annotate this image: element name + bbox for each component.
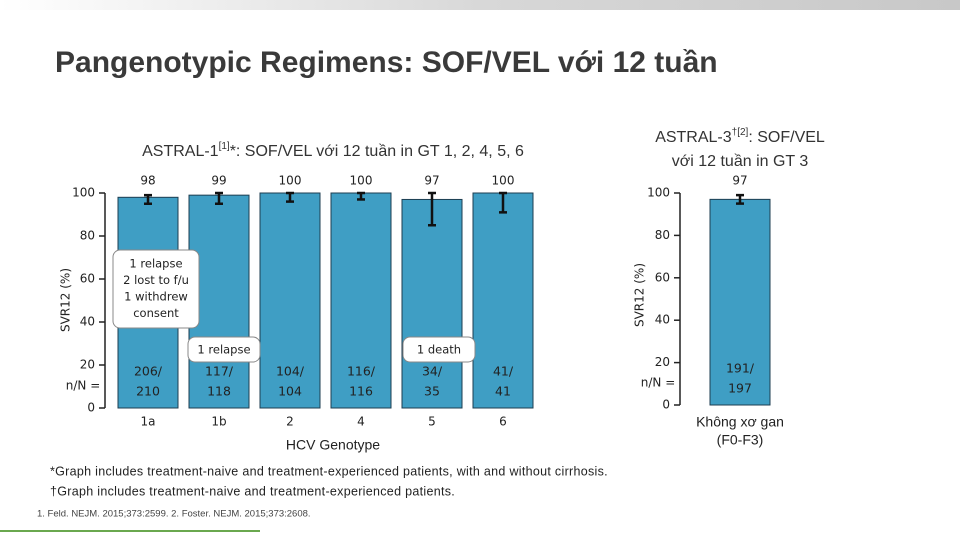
accent-line [0,530,260,532]
chart-title: ASTRAL-1[1]*: SOF/VEL với 12 tuần in GT … [142,141,524,160]
x-tick-label: 6 [499,415,507,429]
n-value: 210 [136,384,160,399]
bar [330,192,392,409]
x-axis-label: HCV Genotype [286,437,380,453]
reference: 1. Feld. NEJM. 2015;373:2599. 2. Foster.… [37,509,311,520]
annotation: 1 relapse [197,343,250,357]
y-tick-label: 40 [80,315,95,329]
y-tick-label: 80 [80,229,95,243]
value-label: 100 [492,174,515,188]
chart-title: với 12 tuần in GT 3 [672,153,809,170]
y-tick-label: 80 [655,228,670,242]
annotation-box [187,336,261,363]
title-part: ASTRAL-3 [655,129,732,146]
n-value: 118 [207,384,231,399]
n-value: 191/ [726,361,755,376]
value-label: 100 [279,174,302,188]
n-label: n/N = [641,376,676,390]
y-tick-label: 0 [662,398,670,412]
slide-title: Pangenotypic Regimens: SOF/VEL với 12 tu… [55,46,718,79]
bar [259,192,321,409]
y-tick-label: 100 [72,186,95,200]
y-tick-label: 100 [647,186,670,200]
footnote: *Graph includes treatment-naive and trea… [50,464,608,478]
annotation: 1 relapse [129,257,182,271]
annotation: 1 death [417,343,461,357]
bar [709,198,771,406]
n-value: 197 [728,381,752,396]
x-tick-label: 2 [286,415,294,429]
x-tick-label: Không xơ gan [696,414,784,430]
x-tick-label: 1a [141,415,156,429]
y-axis-label: SVR12 (%) [633,263,647,327]
n-value: 104/ [276,364,305,379]
top-band [0,0,960,10]
n-value: 116 [349,384,373,399]
n-value: 41 [495,384,511,399]
x-tick-label: 4 [357,415,365,429]
annotation: 1 withdrew [124,290,188,304]
value-label: 100 [350,174,373,188]
x-tick-label: 1b [211,415,226,429]
n-value: 34/ [422,364,443,379]
title-superscript: [1] [219,141,230,152]
x-tick-label: (F0-F3) [717,432,764,448]
title-part: ASTRAL-1 [142,143,219,160]
y-axis-label: SVR12 (%) [59,268,73,332]
y-tick-label: 60 [655,270,670,284]
title-superscript: †[2] [732,127,749,138]
y-tick-label: 40 [655,313,670,327]
n-value: 116/ [347,364,376,379]
n-label: n/N = [66,379,101,393]
bar [401,198,463,409]
n-value: 206/ [134,364,163,379]
y-tick-label: 20 [655,355,670,369]
value-label: 98 [140,174,155,188]
annotation-box [402,336,476,363]
title-part: : SOF/VEL [748,129,825,146]
y-tick-label: 20 [80,358,95,372]
annotation: 2 lost to f/u [123,273,189,287]
n-value: 117/ [205,364,234,379]
value-label: 97 [424,174,439,188]
annotation: consent [133,306,179,320]
n-value: 35 [424,384,440,399]
footnote: †Graph includes treatment-naive and trea… [50,484,455,498]
n-value: 104 [278,384,302,399]
y-tick-label: 60 [80,272,95,286]
chart-title: ASTRAL-3†[2]: SOF/VEL [655,127,825,146]
title-part: *: SOF/VEL với 12 tuần in GT 1, 2, 4, 5,… [230,143,524,160]
value-label: 97 [732,174,747,188]
x-tick-label: 5 [428,415,436,429]
value-label: 99 [211,174,226,188]
annotation-box [112,249,200,329]
n-value: 41/ [493,364,514,379]
y-tick-label: 0 [87,401,95,415]
